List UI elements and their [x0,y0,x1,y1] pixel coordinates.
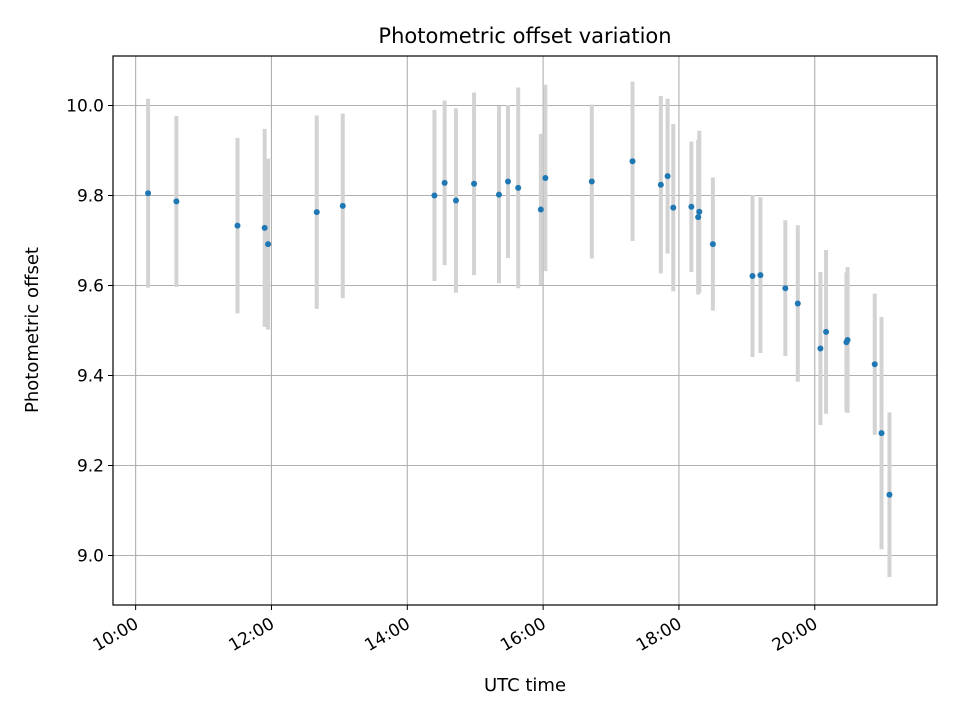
data-point [823,328,830,335]
data-point [757,272,764,279]
data-point [441,179,448,186]
y-tick-label: 9.0 [77,547,104,567]
data-point [339,202,346,209]
y-tick-label: 10.0 [66,97,104,117]
data-point [145,190,152,197]
data-point [431,192,438,199]
data-point [588,178,595,185]
data-point [670,204,677,211]
data-point [749,273,756,280]
data-point [505,178,512,185]
data-point [817,345,824,352]
data-point [515,184,522,191]
chart-title: Photometric offset variation [378,24,671,48]
y-axis: 9.0 9.2 9.4 9.6 9.8 10.0 [66,97,113,567]
data-point [782,285,789,292]
data-point [313,209,320,216]
data-point [657,181,664,188]
data-point [452,197,459,204]
data-point [537,206,544,213]
data-point [664,173,671,180]
data-point [709,241,716,248]
data-point [629,158,636,165]
y-axis-title: Photometric offset [22,247,43,413]
data-point [688,203,695,210]
y-tick-label: 9.4 [77,367,104,387]
data-point [234,222,241,229]
data-point [695,214,702,221]
data-point [794,300,801,307]
data-point [173,198,180,205]
data-point [844,336,851,343]
data-point [886,491,893,498]
x-axis-title: UTC time [484,675,566,696]
y-tick-label: 9.2 [77,457,104,477]
y-tick-label: 9.6 [77,277,104,297]
data-point [471,180,478,187]
data-point [696,208,703,215]
data-point [261,224,268,231]
data-point [265,241,272,248]
y-tick-label: 9.8 [77,187,104,207]
plot-frame [112,55,938,606]
data-point [871,361,878,368]
data-point [878,430,885,437]
data-point [542,174,549,181]
data-point [495,191,502,198]
data-points [145,158,893,498]
